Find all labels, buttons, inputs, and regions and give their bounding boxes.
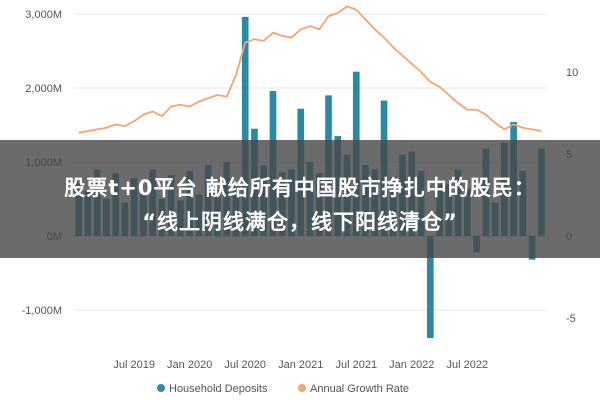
y-tick-label: 3,000M xyxy=(25,9,62,21)
y-tick-label: 2,000M xyxy=(25,83,62,95)
headline-line-2: “线上阴线满仓，线下阳线清仓” xyxy=(142,210,458,234)
bar xyxy=(426,236,434,339)
series-line-annual-growth-rate xyxy=(78,5,542,134)
legend-swatch-annual-growth-rate xyxy=(298,384,306,392)
x-tick-label: Jan 2021 xyxy=(278,359,323,371)
y-tick-label: -1,000M xyxy=(22,305,62,317)
x-tick-label: Jul 2021 xyxy=(335,359,377,371)
legend-label-household-deposits: Household Deposits xyxy=(169,383,268,395)
y2-tick-label: -5 xyxy=(566,313,576,325)
bar xyxy=(241,16,249,237)
x-tick-label: Jul 2020 xyxy=(224,359,266,371)
x-tick-label: Jul 2022 xyxy=(447,359,489,371)
legend-swatch-household-deposits xyxy=(157,384,165,392)
y2-tick-label: 10 xyxy=(566,67,578,79)
x-tick-label: Jul 2019 xyxy=(113,359,155,371)
legend-label-annual-growth-rate: Annual Growth Rate xyxy=(310,383,409,395)
headline-line-1: 股票t+0平台 献给所有中国股市挣扎中的股民： xyxy=(64,176,536,200)
x-tick-label: Jan 2022 xyxy=(389,359,434,371)
x-tick-label: Jan 2020 xyxy=(167,359,212,371)
headline-banner: 股票t+0平台 献给所有中国股市挣扎中的股民： “线上阴线满仓，线下阳线清仓” xyxy=(0,140,600,258)
